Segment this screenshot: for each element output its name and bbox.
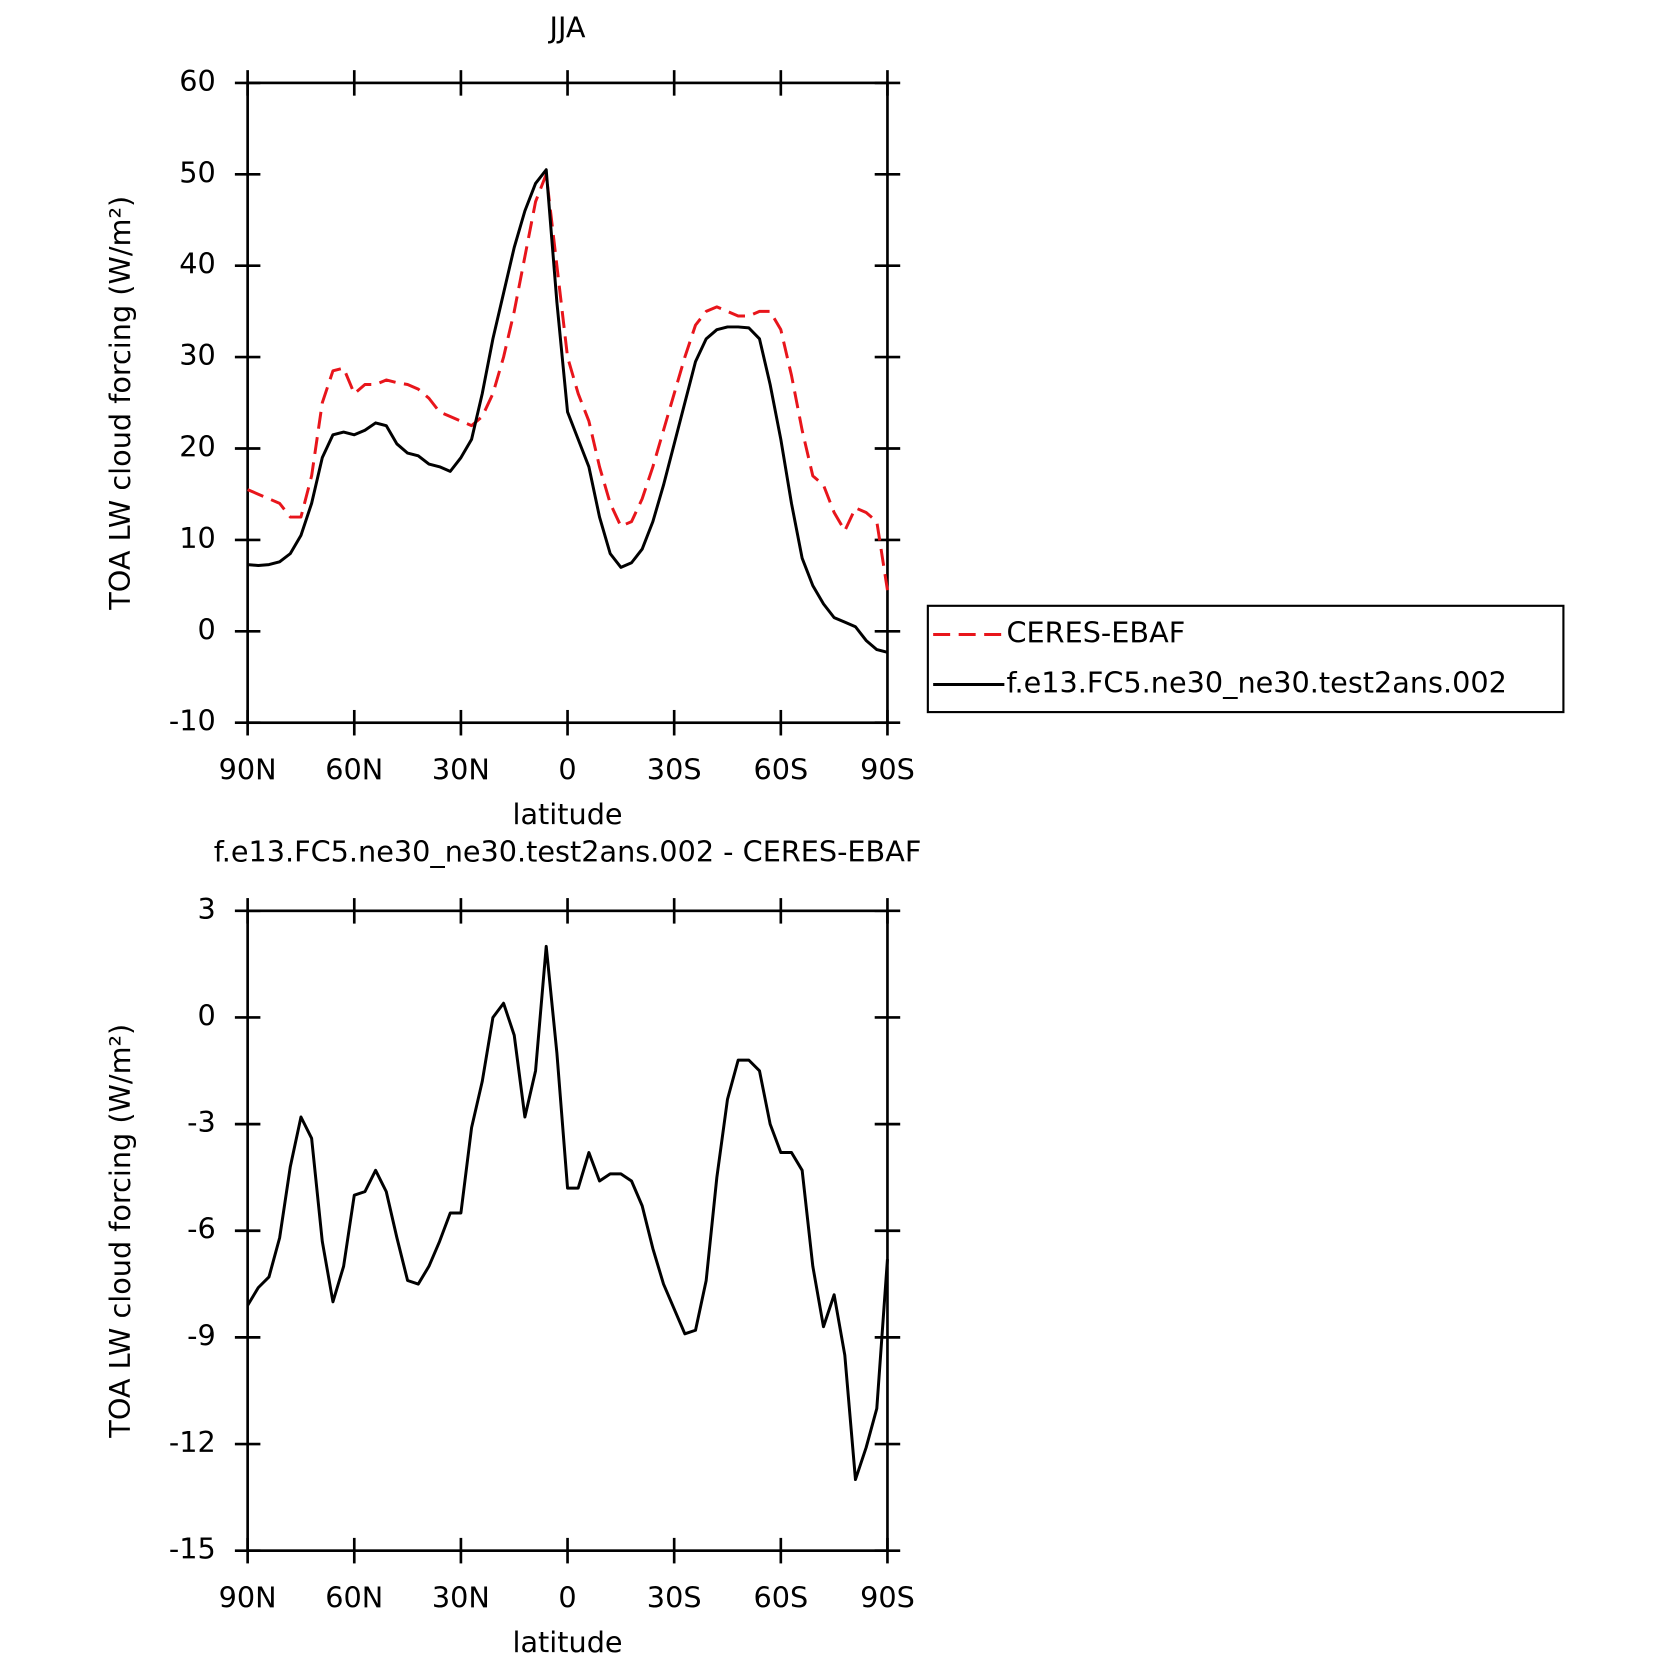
legend-box: [926, 604, 1565, 714]
y-tick-label: 0: [197, 612, 215, 646]
x-tick-label: 30N: [432, 1581, 490, 1615]
x-tick-label: 60S: [753, 753, 808, 787]
y-tick-label: -12: [169, 1425, 216, 1459]
plot-frame: [246, 909, 889, 1552]
x-tick-label: 90N: [219, 1581, 277, 1615]
y-tick-label: 20: [179, 430, 216, 464]
chart-title: f.e13.FC5.ne30_ne30.test2ans.002 - CERES…: [214, 834, 922, 868]
legend-label: CERES-EBAF: [1006, 616, 1185, 650]
x-axis-label: latitude: [513, 797, 623, 831]
data-line: [247, 172, 889, 591]
y-tick-label: -6: [187, 1212, 216, 1246]
data-line: [247, 168, 888, 654]
y-tick-label: 30: [179, 338, 216, 372]
x-tick-label: 0: [558, 1581, 576, 1615]
y-tick-label: -10: [169, 704, 216, 738]
y-tick-label: 40: [179, 247, 216, 281]
y-tick-label: 0: [197, 998, 215, 1032]
data-line: [246, 944, 889, 1482]
x-tick-label: 60S: [753, 1581, 808, 1615]
x-tick-label: 60N: [325, 753, 383, 787]
x-tick-label: 60N: [325, 1581, 383, 1615]
y-tick-label: -9: [187, 1318, 216, 1352]
x-tick-label: 0: [558, 753, 576, 787]
x-tick-label: 30N: [432, 753, 490, 787]
y-tick-label: -15: [169, 1532, 216, 1566]
x-tick-label: 90N: [219, 753, 277, 787]
y-axis-label: TOA LW cloud forcing (W/m²): [103, 196, 137, 611]
y-tick-label: -3: [187, 1105, 216, 1139]
chart-title: JJA: [548, 11, 586, 45]
x-tick-label: 90S: [860, 1581, 915, 1615]
x-tick-label: 30S: [647, 1581, 702, 1615]
legend-label: f.e13.FC5.ne30_ne30.test2ans.002: [1006, 665, 1506, 699]
y-axis-label: TOA LW cloud forcing (W/m²): [103, 1024, 137, 1439]
x-tick-label: 30S: [647, 753, 702, 787]
y-tick-label: 3: [197, 892, 215, 926]
x-axis-label: latitude: [513, 1625, 623, 1658]
y-tick-label: 10: [179, 521, 216, 555]
y-tick-label: 60: [179, 64, 216, 98]
x-tick-label: 90S: [860, 753, 915, 787]
y-tick-label: 50: [179, 155, 216, 189]
